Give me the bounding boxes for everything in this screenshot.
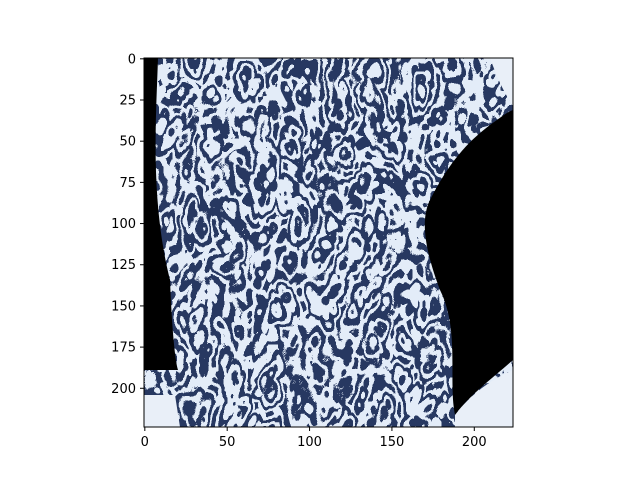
x-tick-label: 200 <box>462 435 487 450</box>
y-tick-label: 100 <box>111 217 136 232</box>
x-tick-label: 150 <box>380 435 405 450</box>
axes-frame <box>143 57 514 428</box>
y-axis: 0 25 50 75 100 125 150 175 200 <box>111 52 144 397</box>
y-tick-label: 50 <box>119 135 136 150</box>
x-axis: 0 50 100 150 200 <box>141 427 487 450</box>
x-tick-label: 50 <box>219 435 236 450</box>
y-tick-label: 75 <box>119 176 136 191</box>
right-dark-region <box>424 110 513 415</box>
y-tick-label: 200 <box>111 382 136 397</box>
x-tick-label: 100 <box>297 435 322 450</box>
y-tick-label: 175 <box>111 341 136 356</box>
y-tick-label: 0 <box>128 52 136 67</box>
bottom-right-light-region <box>455 370 513 427</box>
y-tick-label: 25 <box>119 94 136 109</box>
heatmap-image <box>144 58 513 427</box>
x-tick-label: 0 <box>141 435 149 450</box>
bottom-left-light-region <box>144 395 180 427</box>
top-right-light-region <box>490 58 513 105</box>
left-dark-region <box>144 58 178 370</box>
y-tick-label: 150 <box>111 299 136 314</box>
y-tick-label: 125 <box>111 258 136 273</box>
